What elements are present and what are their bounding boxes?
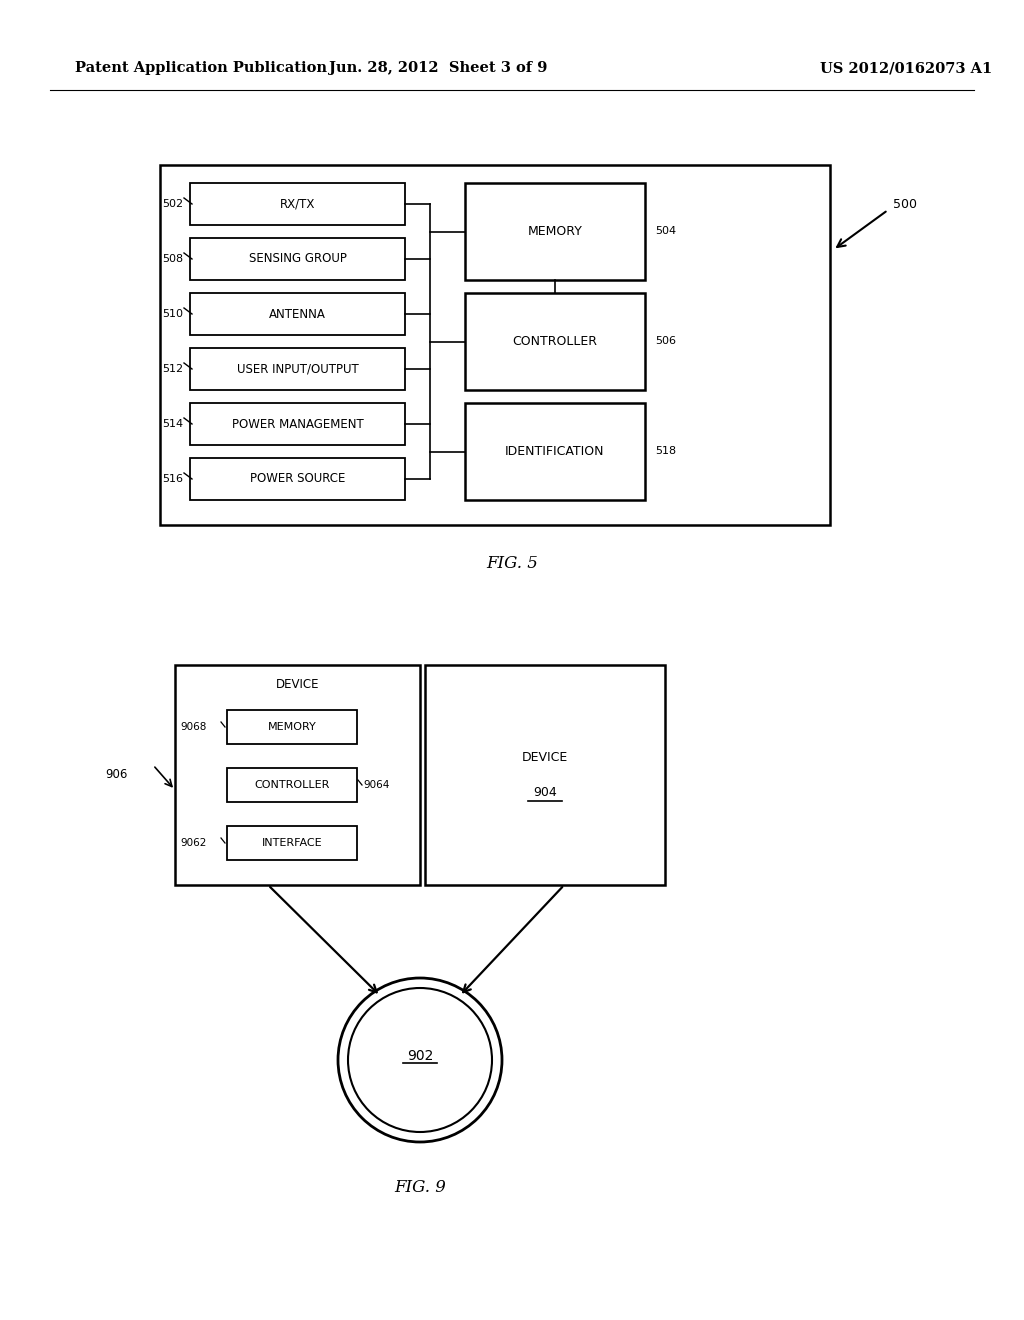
FancyBboxPatch shape [190,238,406,280]
FancyBboxPatch shape [465,183,645,280]
Text: MEMORY: MEMORY [527,224,583,238]
FancyBboxPatch shape [465,403,645,500]
FancyBboxPatch shape [190,293,406,335]
Text: POWER MANAGEMENT: POWER MANAGEMENT [231,417,364,430]
Text: 516: 516 [162,474,183,484]
Text: 9068: 9068 [180,722,207,733]
Text: 504: 504 [655,227,676,236]
Text: 512: 512 [162,364,183,374]
FancyBboxPatch shape [160,165,830,525]
Text: 9064: 9064 [362,780,389,789]
Text: ANTENNA: ANTENNA [269,308,326,321]
FancyBboxPatch shape [175,665,420,884]
Text: DEVICE: DEVICE [275,678,319,692]
FancyBboxPatch shape [190,183,406,224]
Text: FIG. 5: FIG. 5 [486,554,538,572]
Ellipse shape [338,978,502,1142]
Text: 500: 500 [893,198,918,211]
Text: 502: 502 [162,199,183,209]
FancyBboxPatch shape [465,293,645,389]
Text: 902: 902 [407,1049,433,1063]
Text: RX/TX: RX/TX [280,198,315,210]
FancyBboxPatch shape [227,710,357,744]
FancyBboxPatch shape [227,826,357,861]
Text: 906: 906 [105,768,128,781]
FancyBboxPatch shape [425,665,665,884]
Ellipse shape [348,987,492,1133]
FancyBboxPatch shape [190,348,406,389]
Text: 904: 904 [534,787,557,799]
Text: US 2012/0162073 A1: US 2012/0162073 A1 [820,61,992,75]
FancyBboxPatch shape [190,458,406,500]
Text: 518: 518 [655,446,676,457]
Text: FIG. 9: FIG. 9 [394,1179,445,1196]
Text: IDENTIFICATION: IDENTIFICATION [505,445,605,458]
Text: 510: 510 [162,309,183,319]
Text: 506: 506 [655,337,676,346]
FancyBboxPatch shape [190,403,406,445]
Text: MEMORY: MEMORY [267,722,316,733]
Text: DEVICE: DEVICE [522,751,568,764]
Text: CONTROLLER: CONTROLLER [512,335,597,348]
Text: 508: 508 [162,253,183,264]
Text: CONTROLLER: CONTROLLER [254,780,330,789]
Text: 9062: 9062 [180,838,207,847]
FancyBboxPatch shape [227,768,357,803]
Text: 514: 514 [162,418,183,429]
Text: POWER SOURCE: POWER SOURCE [250,473,345,486]
Text: SENSING GROUP: SENSING GROUP [249,252,346,265]
Text: Jun. 28, 2012  Sheet 3 of 9: Jun. 28, 2012 Sheet 3 of 9 [329,61,547,75]
Text: USER INPUT/OUTPUT: USER INPUT/OUTPUT [237,363,358,375]
Text: Patent Application Publication: Patent Application Publication [75,61,327,75]
Text: INTERFACE: INTERFACE [262,838,323,847]
